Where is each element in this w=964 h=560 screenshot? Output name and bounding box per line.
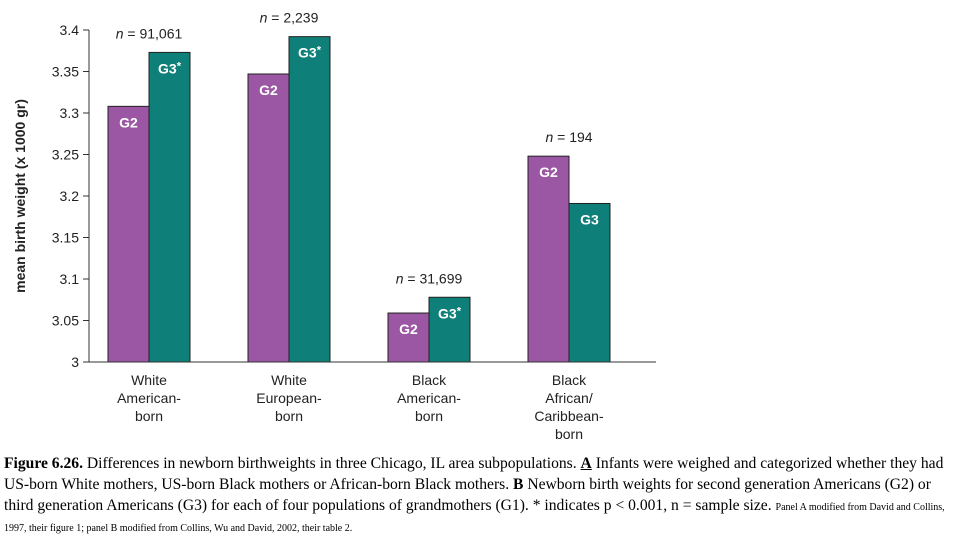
bar-chart: 3 3.05 3.1 3.15 3.2 3.25 3.3 3.35 3.4 G2 G3* n = 9… [12, 10, 656, 442]
bar-g2 [107, 105, 150, 363]
sample-size-label: n = 2,239 [260, 10, 319, 26]
caption-title: Figure 6.26. [4, 455, 83, 472]
bar-label: G3* [298, 45, 322, 61]
y-tick-label: 3.25 [52, 147, 79, 163]
bar-label: G2 [259, 82, 278, 98]
bar-g3 [288, 36, 331, 363]
bar-group: G2 G3* n = 31,699 [387, 270, 471, 363]
sample-size-label: n = 31,699 [396, 270, 463, 286]
y-tick-label: 3.1 [60, 271, 80, 287]
x-axis: White American-born White European-born Blac… [89, 361, 656, 442]
caption-text: Differences in newborn birthweights in t… [82, 455, 581, 472]
category-label: Black African/Caribbean-born [534, 372, 604, 442]
y-tick-label: 3.15 [52, 230, 79, 246]
y-tick-label: 3.05 [52, 313, 79, 329]
bar-label: G2 [539, 164, 558, 180]
category-label: White American-born [117, 372, 181, 424]
y-tick-label: 3 [71, 354, 79, 370]
y-axis: 3 3.05 3.1 3.15 3.2 3.25 3.3 3.35 3.4 [52, 22, 90, 370]
caption-panel-a-text: Infants were weighed and categorized whe… [4, 455, 944, 493]
bar-g2 [247, 73, 290, 363]
category-label: White European-born [256, 372, 322, 424]
category-label: Black American-born [397, 372, 461, 424]
figure-caption: Figure 6.26. Differences in newborn birt… [4, 453, 960, 537]
bar-g2 [527, 155, 570, 363]
bar-label: G3 [580, 211, 599, 227]
caption-panel-a-label: A [580, 455, 592, 472]
caption-panel-b-text: Newborn birth weights for second generat… [4, 476, 931, 514]
sample-size-label: n = 91,061 [116, 25, 183, 41]
bar-group: G2 G3* n = 91,061 [107, 25, 191, 363]
sample-size-label: n = 194 [545, 129, 592, 145]
bar-label: G2 [399, 321, 418, 337]
bar-group: G2 G3* n = 2,239 [247, 10, 331, 363]
y-tick-label: 3.4 [60, 22, 80, 38]
bars: G2 G3* n = 91,061 G2 G3* n = 2,239 G2 G3* n = 31… [107, 10, 611, 363]
bar-label: G3* [158, 60, 182, 76]
y-tick-label: 3.35 [52, 64, 79, 80]
bar-group: G2 G3 n = 194 [527, 129, 611, 363]
y-tick-label: 3.3 [60, 105, 80, 121]
y-tick-label: 3.2 [60, 188, 80, 204]
bar-label: G3* [438, 305, 462, 321]
bar-label: G2 [119, 114, 138, 130]
y-axis-label: mean birth weight (x 1000 gr) [12, 99, 28, 293]
bar-g3 [428, 296, 471, 363]
caption-panel-b-label: B [513, 476, 524, 493]
caption-source: Panel A modified from David and Collins,… [4, 502, 945, 534]
bar-g3 [148, 51, 191, 363]
